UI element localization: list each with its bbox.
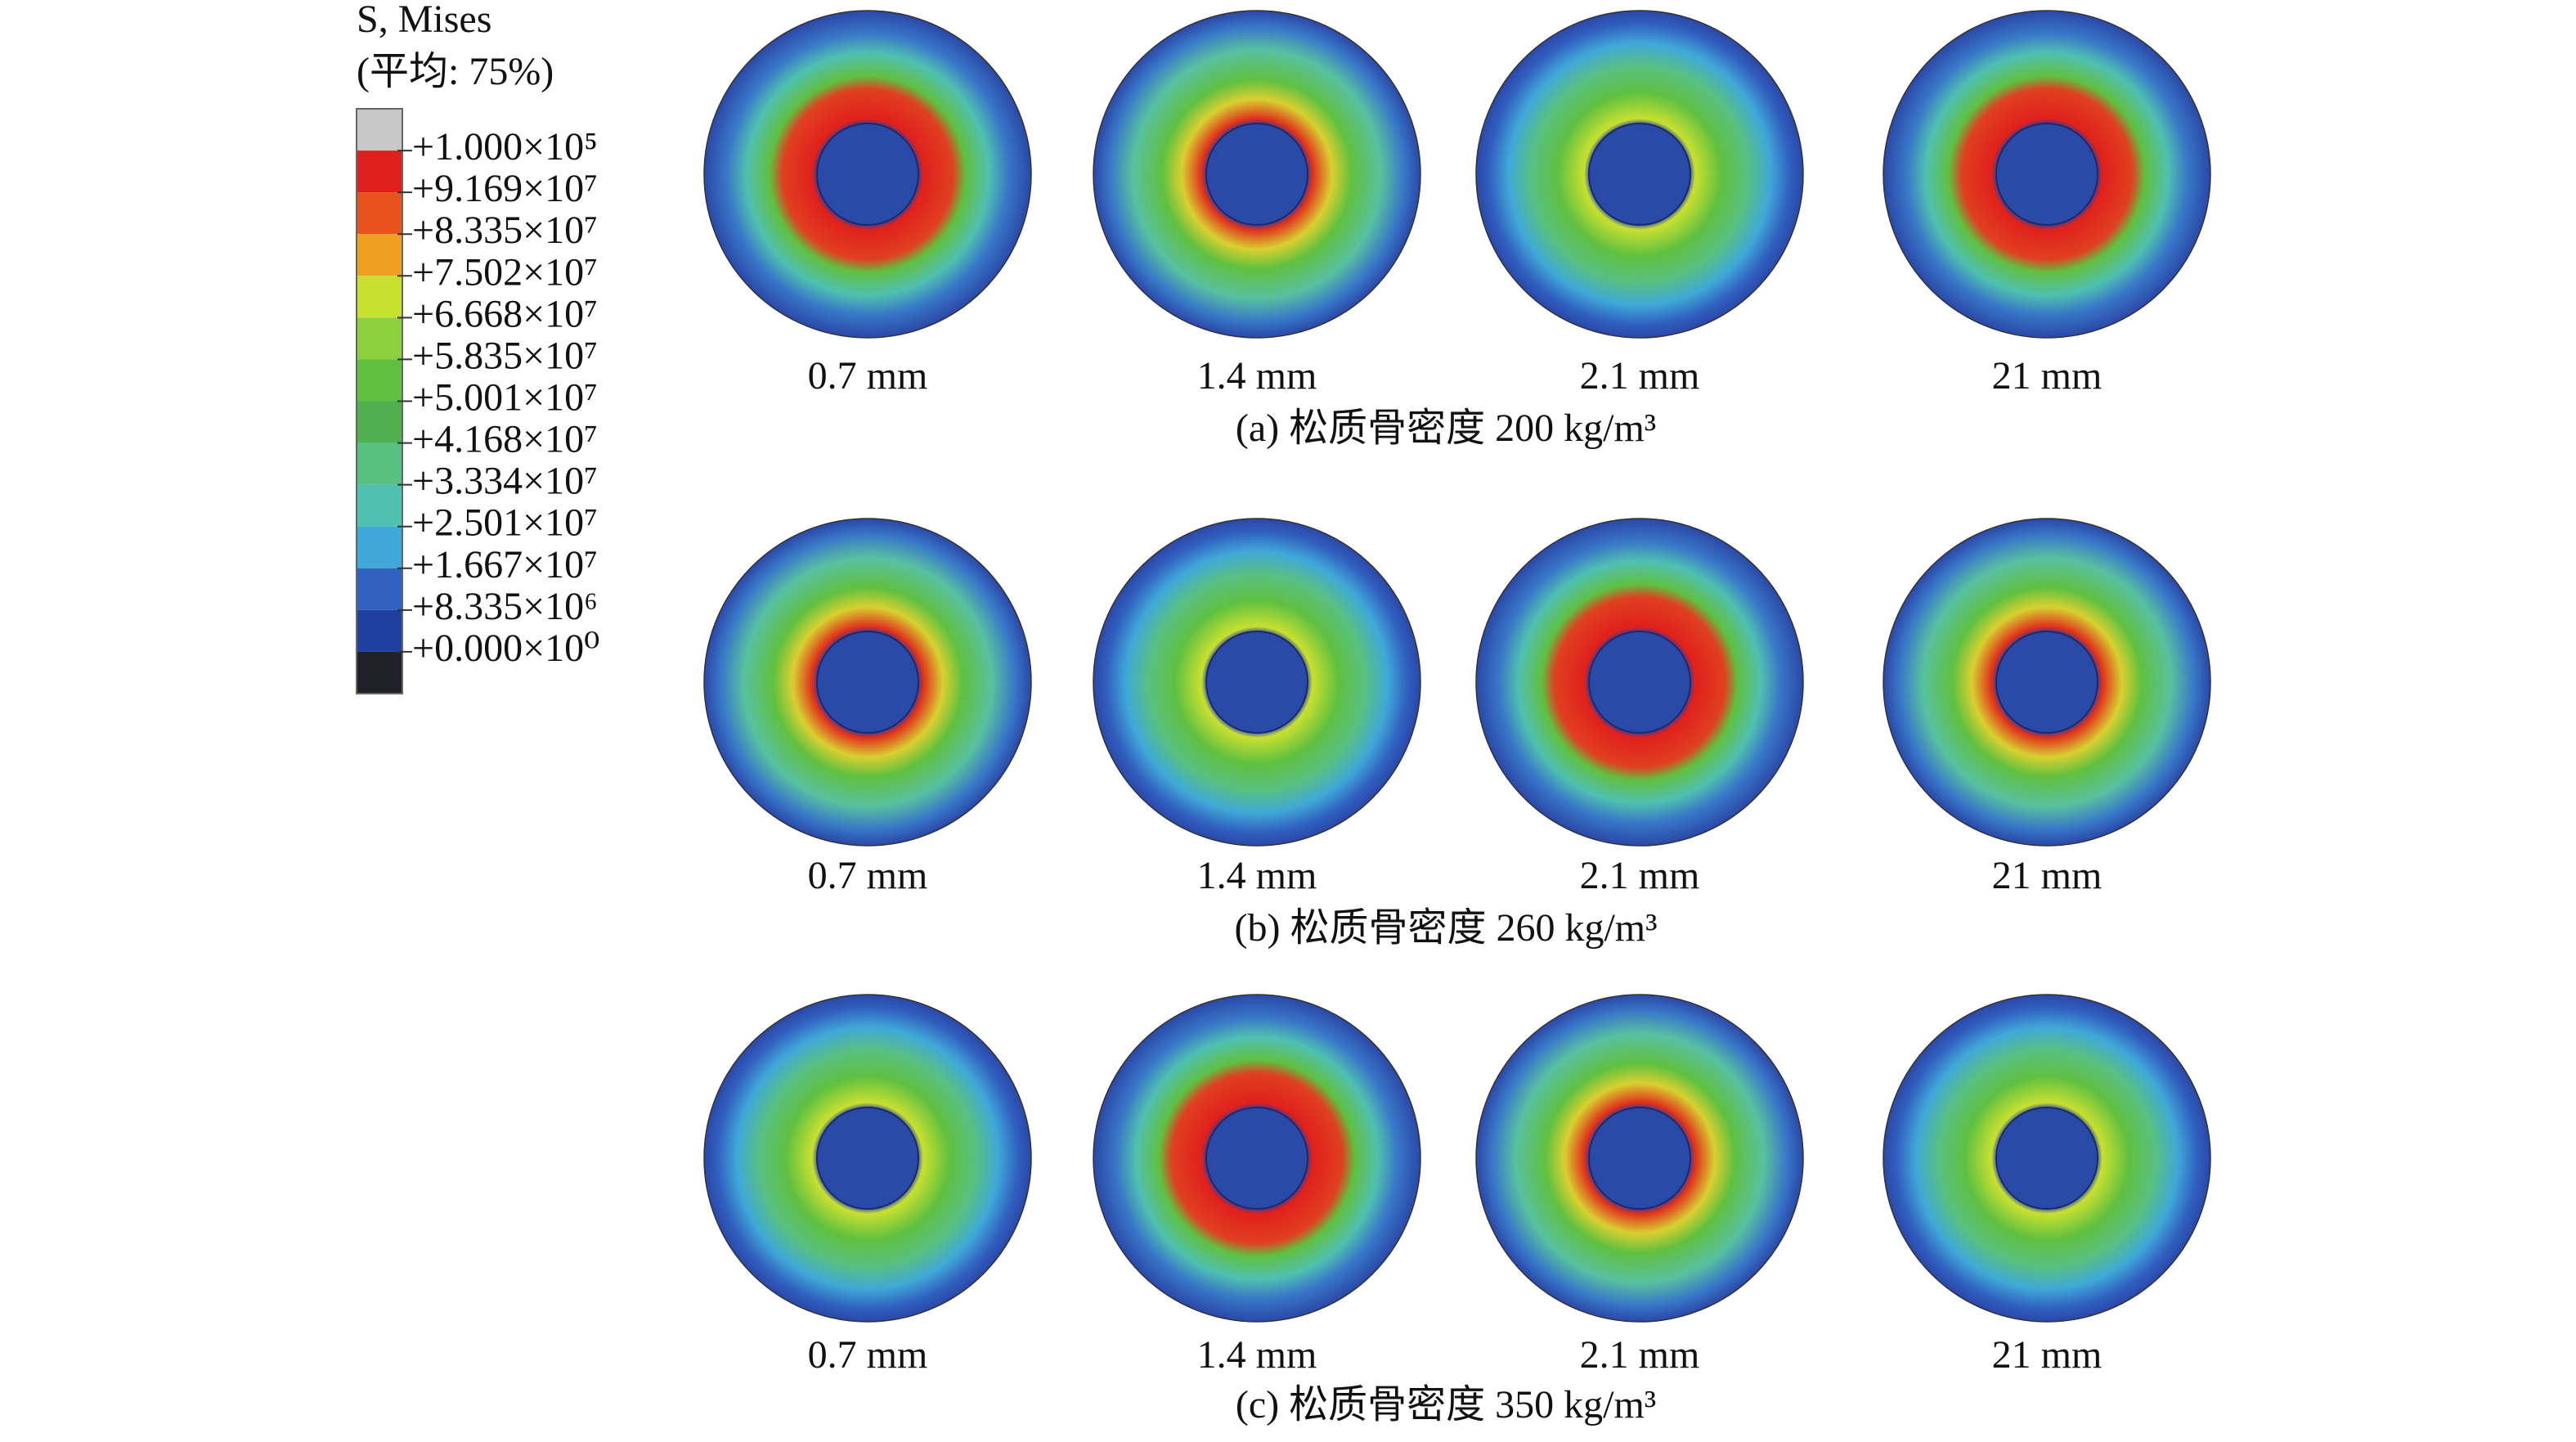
legend-swatch — [357, 109, 402, 151]
row-caption: (c) 松质骨密度 350 kg/m³ — [1236, 1383, 1656, 1426]
legend-swatch — [357, 276, 402, 318]
panels: 0.7 mm 1.4 mm 2.1 mm 21 mm (a) 松质骨密度 200 kg/… — [703, 10, 2211, 1426]
legend-label: +2.501×10⁷ — [412, 501, 598, 545]
legend-label: +1.667×10⁷ — [412, 543, 598, 586]
legend-swatch — [357, 401, 402, 443]
legend-swatch — [357, 609, 402, 652]
legend-label: +7.502×10⁷ — [412, 250, 598, 294]
panel-label: 0.7 mm — [808, 1333, 928, 1377]
panel-label: 2.1 mm — [1580, 854, 1700, 897]
panel-label: 1.4 mm — [1197, 1333, 1317, 1377]
implant-core — [816, 1107, 919, 1210]
legend-swatch — [357, 192, 402, 235]
legend-label: +1.000×10⁵ — [412, 125, 598, 168]
panel-label: 2.1 mm — [1580, 354, 1700, 398]
implant-core — [1588, 1107, 1691, 1210]
panel-label: 21 mm — [1992, 354, 2103, 398]
legend-label: +5.001×10⁷ — [412, 376, 598, 420]
legend-swatch — [357, 234, 402, 276]
legend-swatch — [357, 651, 402, 694]
legend-subtitle: (平均: 75%) — [357, 50, 554, 93]
legend-swatch — [357, 484, 402, 527]
implant-core — [1205, 631, 1308, 734]
implant-core — [1995, 631, 2098, 734]
legend-title: S, Mises — [357, 0, 491, 41]
legend-swatch — [357, 568, 402, 610]
implant-core — [1588, 123, 1691, 226]
legend-swatch — [357, 359, 402, 402]
legend-swatch — [357, 442, 402, 485]
row-caption: (b) 松质骨密度 260 kg/m³ — [1234, 906, 1657, 950]
legend-swatch — [357, 526, 402, 568]
legend: +1.000×10⁵+9.169×10⁷+8.335×10⁷+7.502×10⁷… — [356, 108, 599, 694]
implant-core — [1205, 1107, 1308, 1210]
implant-core — [1205, 123, 1308, 226]
legend-label: +8.335×10⁷ — [412, 209, 598, 252]
implant-core — [1588, 631, 1691, 734]
legend-label: +5.835×10⁷ — [412, 334, 598, 377]
legend-swatch — [357, 317, 402, 360]
panel-label: 2.1 mm — [1580, 1333, 1700, 1377]
panel-label: 1.4 mm — [1197, 354, 1317, 398]
panel-label: 1.4 mm — [1197, 854, 1317, 897]
implant-core — [1995, 123, 2098, 226]
legend-label: +9.169×10⁷ — [412, 167, 598, 210]
legend-label: +3.334×10⁷ — [412, 460, 598, 503]
legend-swatch — [357, 150, 402, 193]
legend-label: +8.335×10⁶ — [412, 585, 598, 628]
implant-core — [816, 631, 919, 734]
panel-label: 0.7 mm — [808, 854, 928, 897]
row-caption: (a) 松质骨密度 200 kg/m³ — [1236, 407, 1656, 450]
implant-core — [1995, 1107, 2098, 1210]
legend-label: +6.668×10⁷ — [412, 292, 598, 335]
panel-label: 0.7 mm — [808, 354, 928, 398]
implant-core — [816, 123, 919, 226]
panel-label: 21 mm — [1992, 1333, 2103, 1377]
legend-label: +4.168×10⁷ — [412, 418, 598, 461]
legend-label: +0.000×10⁰ — [412, 627, 599, 670]
panel-label: 21 mm — [1992, 854, 2103, 897]
